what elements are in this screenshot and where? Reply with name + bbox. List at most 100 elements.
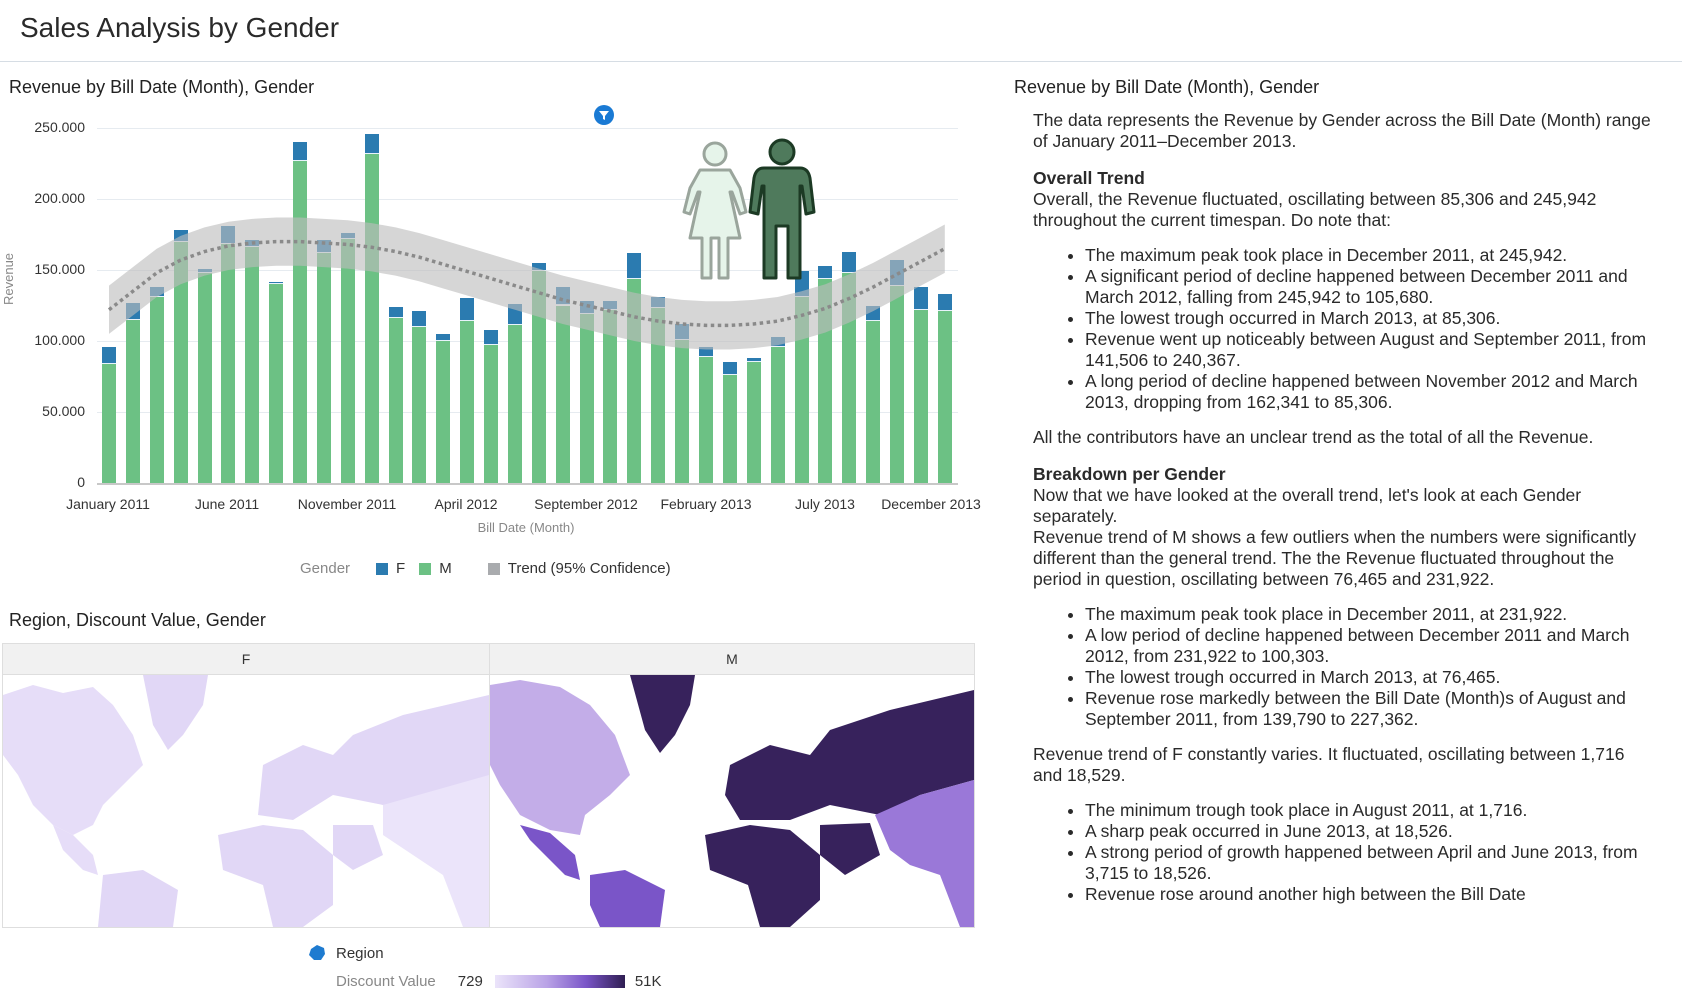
breakdown-intro: Now that we have looked at the overall t…: [1033, 485, 1582, 526]
bar-f[interactable]: [460, 298, 475, 322]
legend-swatch-trend: [487, 562, 500, 575]
narrative-panel: The data represents the Revenue by Gende…: [1014, 110, 1653, 905]
bar-m[interactable]: [484, 345, 499, 483]
filter-icon[interactable]: [594, 105, 614, 130]
region-south-america: [590, 870, 665, 927]
title-divider: [0, 61, 1682, 62]
bar-f[interactable]: [436, 333, 451, 341]
bar-m[interactable]: [699, 356, 713, 483]
bar-f[interactable]: [102, 346, 116, 364]
bar-f[interactable]: [842, 251, 857, 273]
map-panel-divider: [489, 644, 490, 927]
discount-min: 729: [457, 973, 483, 990]
bar-f[interactable]: [699, 346, 713, 357]
bar-m[interactable]: [555, 305, 570, 483]
bar-m[interactable]: [221, 244, 236, 483]
map-panel-f[interactable]: [3, 675, 489, 927]
bar-m[interactable]: [890, 285, 905, 483]
x-tick: April 2012: [434, 496, 498, 512]
bar-f[interactable]: [722, 362, 737, 376]
bullet: A low period of decline happened between…: [1085, 625, 1653, 667]
region-asia: [383, 775, 489, 927]
bar-m[interactable]: [436, 341, 451, 483]
f-trend-bullets: The minimum trough took place in August …: [1033, 800, 1653, 905]
bar-m[interactable]: [651, 308, 666, 483]
bar-m[interactable]: [173, 241, 188, 483]
bar-f[interactable]: [269, 281, 284, 285]
breakdown-heading: Breakdown per Gender: [1033, 464, 1226, 484]
bar-f[interactable]: [913, 287, 928, 310]
bar-m[interactable]: [245, 247, 260, 483]
bar-m[interactable]: [125, 319, 140, 483]
bullet: The maximum peak took place in December …: [1085, 604, 1653, 625]
legend-swatch-f: [376, 562, 389, 575]
bar-f[interactable]: [818, 265, 833, 279]
bar-m[interactable]: [937, 311, 952, 483]
m-trend-bullets: The maximum peak took place in December …: [1033, 604, 1653, 730]
revenue-chart-title: Revenue by Bill Date (Month), Gender: [9, 77, 315, 97]
bar-series: [0, 100, 990, 490]
bar-f[interactable]: [388, 306, 403, 319]
bar-m[interactable]: [149, 296, 164, 483]
region-africa: [218, 825, 333, 927]
bar-f[interactable]: [937, 294, 952, 312]
bar-m[interactable]: [603, 309, 618, 483]
bullet: A long period of decline happened betwee…: [1085, 371, 1653, 413]
narrative-intro: The data represents the Revenue by Gende…: [1033, 110, 1651, 151]
bar-m[interactable]: [675, 339, 690, 483]
bar-m[interactable]: [770, 346, 785, 483]
legend-item-m[interactable]: M: [419, 560, 452, 577]
bar-m[interactable]: [269, 284, 284, 483]
bar-m[interactable]: [388, 318, 403, 483]
bullet: A sharp peak occurred in June 2013, at 1…: [1085, 821, 1653, 842]
legend-item-f[interactable]: F: [376, 560, 405, 577]
bar-m[interactable]: [579, 314, 594, 483]
region-greenland: [630, 675, 695, 753]
f-trend-text: Revenue trend of F constantly varies. It…: [1033, 744, 1625, 785]
bar-m[interactable]: [746, 362, 761, 483]
bar-m[interactable]: [197, 272, 212, 483]
map-chart[interactable]: F M: [2, 643, 975, 928]
x-tick: January 2011: [66, 496, 150, 512]
bar-m[interactable]: [102, 363, 116, 483]
legend-item-trend[interactable]: Trend (95% Confidence): [487, 560, 671, 577]
bar-f[interactable]: [484, 329, 499, 346]
narrative-title: Revenue by Bill Date (Month), Gender: [1014, 77, 1320, 97]
map-panel-header-f: F: [3, 644, 489, 675]
bar-m[interactable]: [460, 321, 475, 483]
bar-m[interactable]: [507, 325, 522, 483]
bar-m[interactable]: [316, 252, 331, 483]
overall-trend-bullets: The maximum peak took place in December …: [1033, 245, 1653, 413]
bar-m[interactable]: [794, 296, 809, 483]
map-panel-header-m: M: [490, 644, 974, 675]
bullet: Revenue rose markedly between the Bill D…: [1085, 688, 1653, 730]
bar-f[interactable]: [364, 133, 379, 154]
legend-label: F: [396, 560, 406, 577]
map-legend-discount: Discount Value 729 51K: [336, 973, 662, 990]
map-panel-m[interactable]: [490, 675, 974, 927]
bar-m[interactable]: [340, 238, 355, 483]
x-tick: July 2013: [795, 496, 855, 512]
bar-f[interactable]: [746, 358, 761, 363]
discount-max: 51K: [634, 973, 662, 990]
trend-confidence-band: [107, 217, 946, 350]
y-tick: 200.000: [34, 190, 85, 206]
bar-f[interactable]: [412, 311, 427, 327]
region-europe-russia: [725, 690, 974, 820]
bar-m[interactable]: [842, 272, 857, 483]
bar-m[interactable]: [866, 321, 881, 483]
page-title: Sales Analysis by Gender: [20, 12, 340, 43]
overall-trend-text: Overall, the Revenue fluctuated, oscilla…: [1033, 189, 1597, 230]
bar-m[interactable]: [531, 271, 546, 483]
bar-f[interactable]: [293, 142, 308, 161]
discount-gradient-bar: [494, 975, 625, 988]
y-tick: 250.000: [34, 119, 85, 135]
bar-m[interactable]: [412, 326, 427, 483]
y-tick: 0: [77, 474, 85, 490]
region-central-america: [520, 825, 580, 880]
region-central-america: [53, 825, 98, 875]
bar-m[interactable]: [722, 375, 737, 483]
bar-m[interactable]: [913, 309, 928, 483]
revenue-chart[interactable]: 250.000 200.000 150.000 100.000 50.000 0…: [0, 100, 990, 540]
bar-f[interactable]: [627, 252, 642, 279]
